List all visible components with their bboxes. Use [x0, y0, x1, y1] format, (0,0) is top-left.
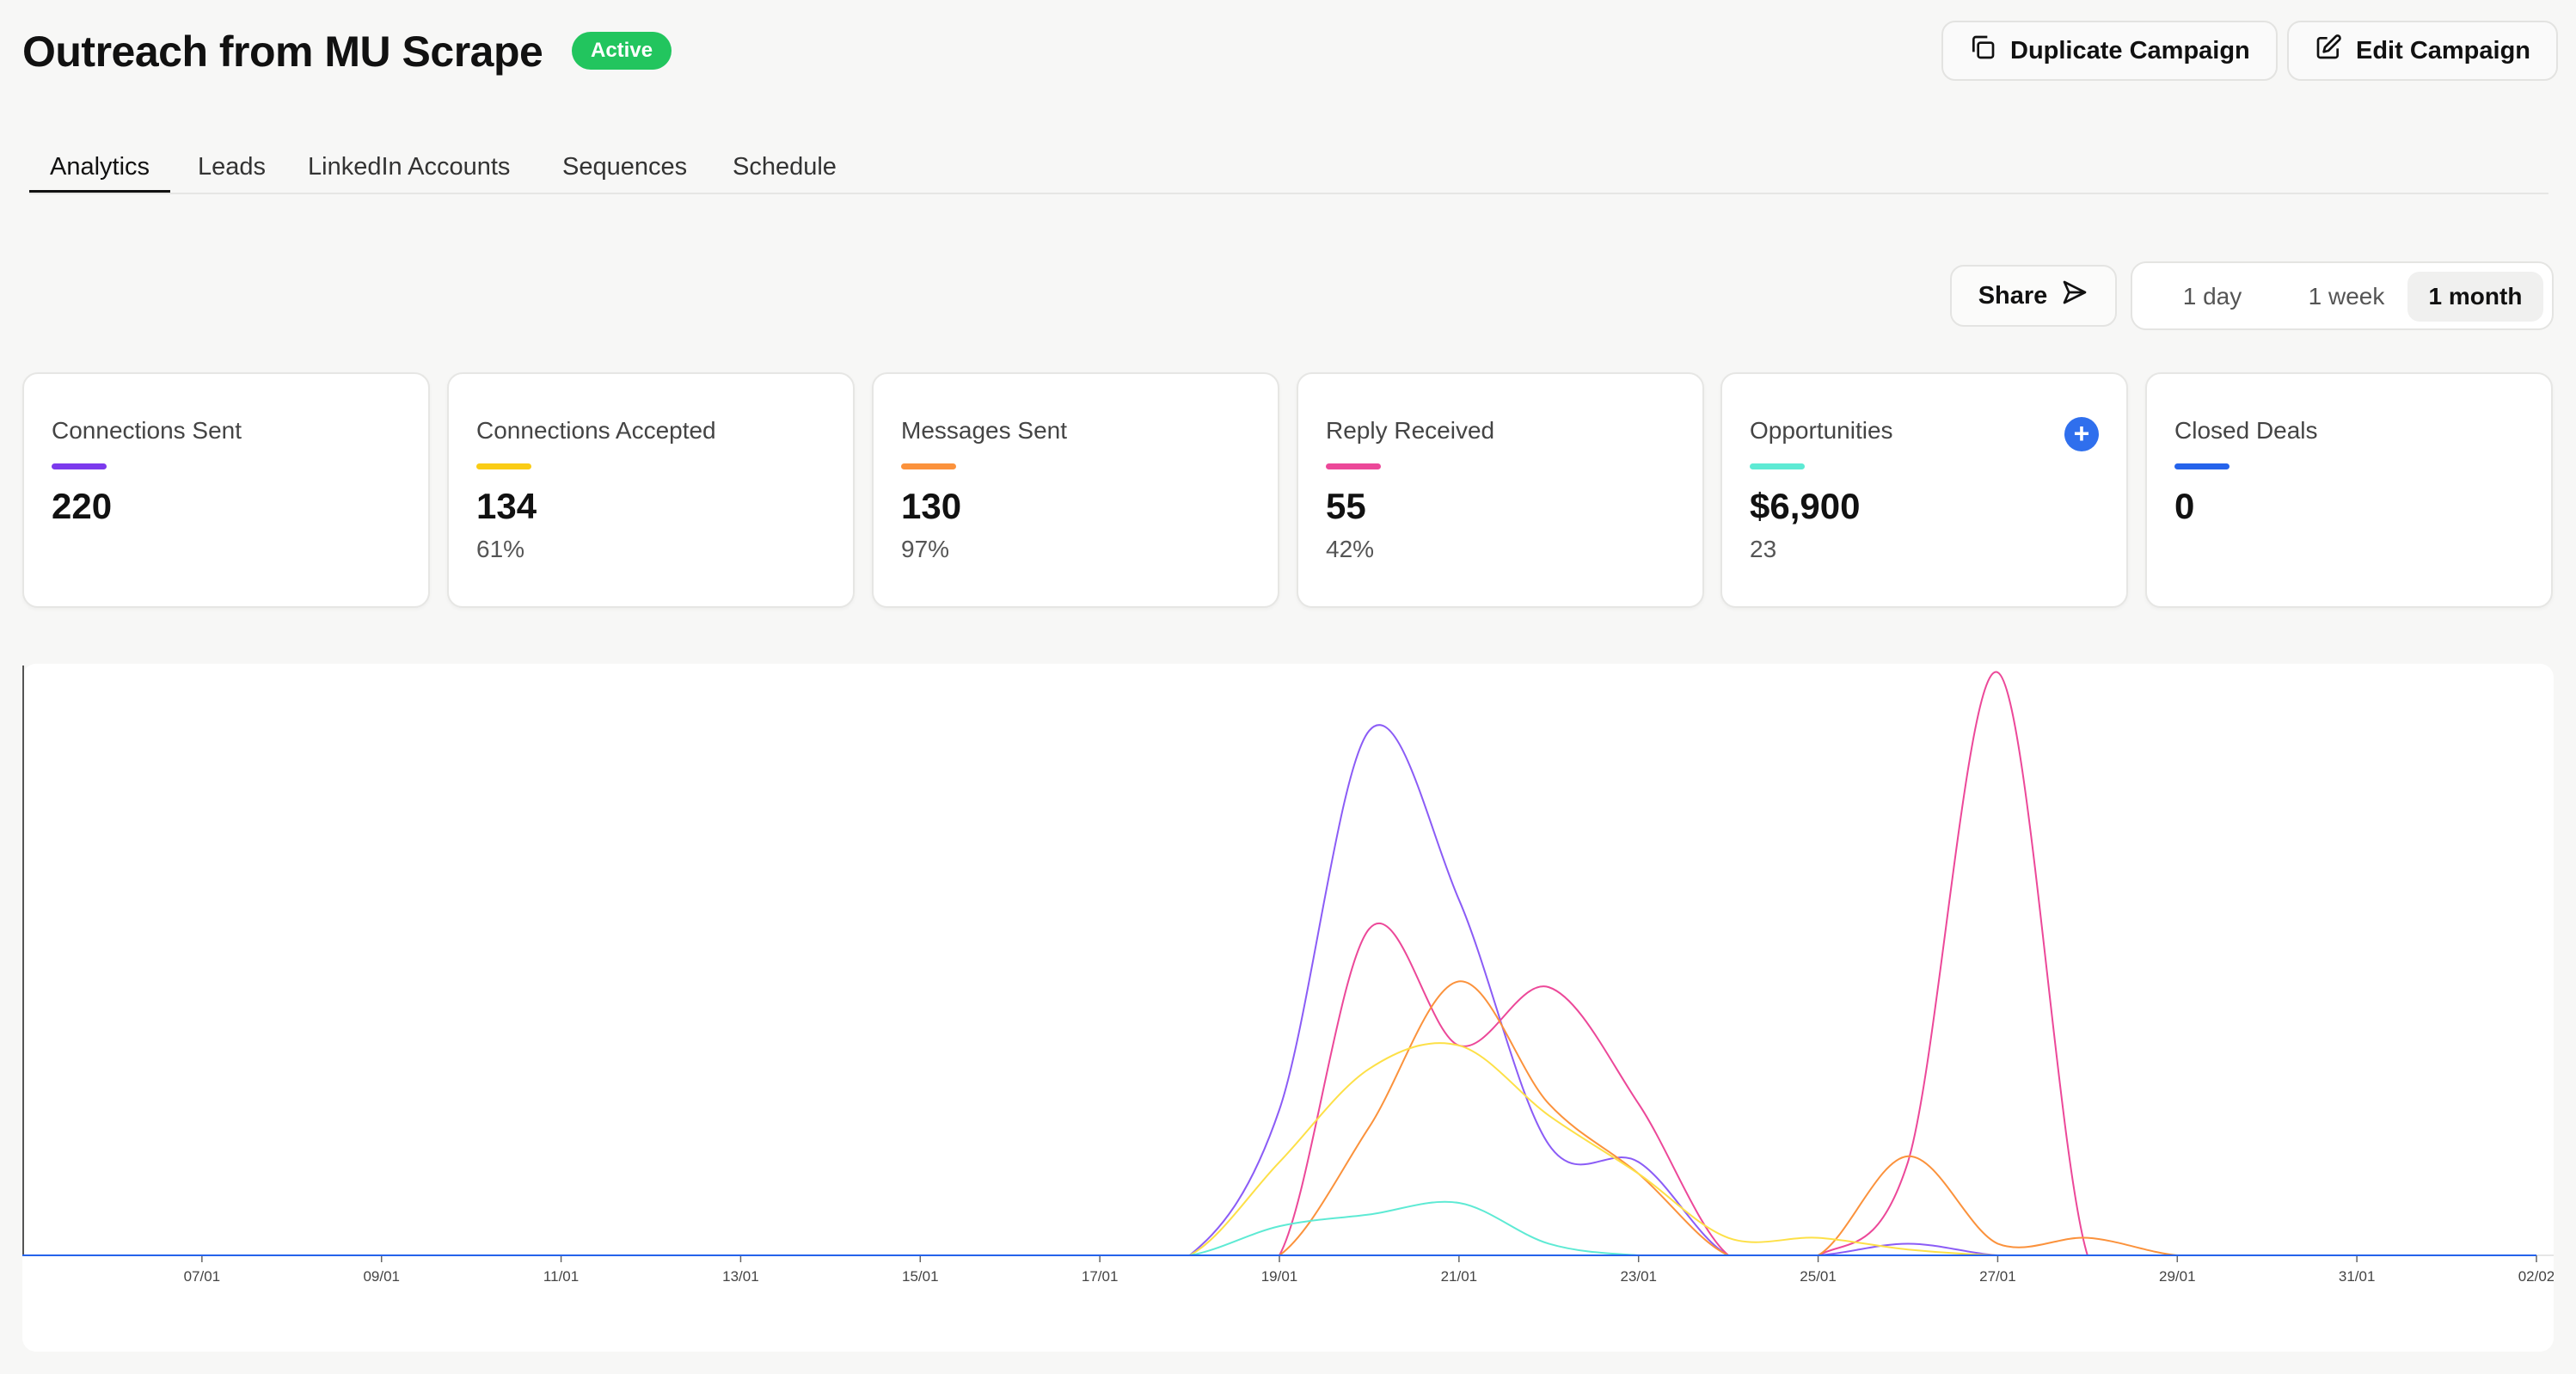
- share-button[interactable]: Share: [1950, 265, 2117, 327]
- x-tick-label: 23/01: [1620, 1268, 1657, 1285]
- stat-label: Connections Sent: [52, 417, 242, 444]
- tab-sequences[interactable]: Sequences: [562, 153, 688, 181]
- stat-color-bar: [1326, 463, 1381, 469]
- x-tick-label: 29/01: [2159, 1268, 2196, 1285]
- x-tick-label: 27/01: [1979, 1268, 2016, 1285]
- range-1-month[interactable]: 1 month: [2407, 272, 2543, 322]
- copy-icon: [1969, 34, 1996, 68]
- x-tick-label: 13/01: [722, 1268, 759, 1285]
- send-icon: [2061, 279, 2088, 313]
- tab-linkedin-accounts[interactable]: LinkedIn Accounts: [308, 153, 511, 181]
- stat-label: Opportunities: [1750, 417, 1893, 444]
- series-line-5: [22, 1200, 2536, 1256]
- stat-sub: 97%: [901, 536, 950, 562]
- duplicate-campaign-button[interactable]: Duplicate Campaign: [1941, 21, 2278, 81]
- stat-card-messages-sent: Messages Sent 130 97%: [872, 372, 1279, 608]
- stat-color-bar: [476, 463, 531, 469]
- series-line-4: [22, 1042, 2536, 1256]
- series-line-1: [22, 724, 2536, 1256]
- series-line-3: [22, 980, 2536, 1256]
- tab-leads[interactable]: Leads: [198, 153, 267, 181]
- x-tick-label: 09/01: [363, 1268, 400, 1285]
- x-tick-label: 25/01: [1800, 1268, 1837, 1285]
- stat-color-bar: [2174, 463, 2229, 469]
- x-tick-label: 19/01: [1261, 1268, 1298, 1285]
- tab-schedule[interactable]: Schedule: [733, 153, 837, 181]
- stat-card-connections-accepted: Connections Accepted 134 61%: [447, 372, 855, 608]
- stat-value: 130: [901, 486, 962, 526]
- stat-card-connections-sent: Connections Sent 220: [22, 372, 430, 608]
- stat-sub: 23: [1750, 536, 1777, 562]
- x-tick-label: 17/01: [1082, 1268, 1119, 1285]
- edit-campaign-button[interactable]: Edit Campaign: [2287, 21, 2559, 81]
- stat-card-opportunities: Opportunities + $6,900 23: [1720, 372, 2128, 608]
- tab-analytics[interactable]: Analytics: [29, 144, 171, 193]
- stat-label: Messages Sent: [901, 417, 1067, 444]
- activity-chart: 07/01 09/01 11/01 13/01 15/01 17/01 19/01 21/01…: [22, 664, 2554, 1352]
- x-tick-label: 02/02: [2518, 1268, 2554, 1285]
- range-1-week[interactable]: 1 week: [2308, 283, 2385, 310]
- stat-sub: 61%: [476, 536, 525, 562]
- stat-label: Closed Deals: [2174, 417, 2318, 444]
- stat-card-reply-received: Reply Received 55 42%: [1297, 372, 1704, 608]
- time-range-selector: 1 day 1 week 1 month: [2131, 261, 2554, 330]
- duplicate-campaign-label: Duplicate Campaign: [2010, 36, 2250, 64]
- stat-value: 0: [2174, 486, 2195, 526]
- edit-icon: [2315, 34, 2342, 68]
- edit-campaign-label: Edit Campaign: [2356, 36, 2531, 64]
- stat-value: 55: [1326, 486, 1366, 526]
- stat-color-bar: [52, 463, 107, 469]
- stat-label: Connections Accepted: [476, 417, 716, 444]
- page-title: Outreach from MU Scrape: [22, 28, 543, 76]
- x-tick-label: 07/01: [184, 1268, 221, 1285]
- series-line-2: [22, 671, 2536, 1256]
- x-tick-label: 21/01: [1441, 1268, 1478, 1285]
- stat-value: 134: [476, 486, 537, 526]
- stat-color-bar: [1750, 463, 1805, 469]
- stat-card-closed-deals: Closed Deals 0: [2145, 372, 2553, 608]
- add-opportunity-button[interactable]: +: [2064, 417, 2099, 451]
- range-1-day[interactable]: 1 day: [2182, 283, 2242, 310]
- stat-color-bar: [901, 463, 956, 469]
- x-tick-label: 15/01: [902, 1268, 939, 1285]
- activity-chart-svg: 07/01 09/01 11/01 13/01 15/01 17/01 19/01 21/01…: [22, 666, 2554, 1285]
- stat-label: Reply Received: [1326, 417, 1495, 444]
- stat-sub: 42%: [1326, 536, 1375, 562]
- tab-bar: Analytics Leads LinkedIn Accounts Sequen…: [29, 144, 2548, 194]
- x-tick-label: 31/01: [2339, 1268, 2376, 1285]
- stat-value: 220: [52, 486, 113, 526]
- x-tick-label: 11/01: [543, 1268, 579, 1285]
- stat-value: $6,900: [1750, 486, 1861, 526]
- share-label: Share: [1978, 281, 2048, 310]
- status-badge: Active: [572, 32, 672, 70]
